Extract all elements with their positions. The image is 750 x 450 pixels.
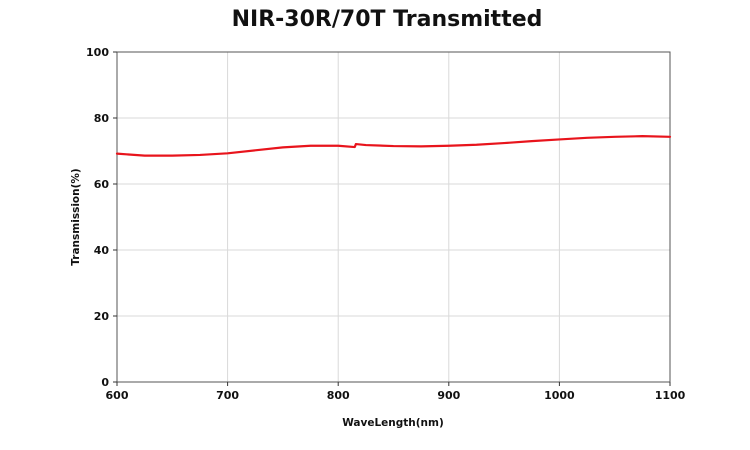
y-tick-label-4: 80 [94, 112, 110, 125]
x-tick-label-4: 1000 [544, 389, 575, 402]
y-tick-label-1: 20 [94, 310, 110, 323]
axis-ticks: 600 700 800 900 1000 1100 0 20 40 60 80 100 [86, 46, 686, 402]
x-tick-label-3: 900 [437, 389, 460, 402]
chart-title: NIR-30R/70T Transmitted [232, 7, 543, 32]
y-tick-label-2: 40 [94, 244, 110, 257]
y-tick-label-3: 60 [94, 178, 110, 191]
x-axis-label: WaveLength(nm) [342, 417, 444, 429]
y-axis-label: Transmission(%) [70, 168, 82, 265]
y-tick-label-5: 100 [86, 46, 109, 59]
x-tick-label-1: 700 [216, 389, 239, 402]
grid [117, 52, 670, 382]
plot-frame [116, 51, 671, 383]
x-tick-label-5: 1100 [655, 389, 686, 402]
series-line-0 [115, 135, 672, 157]
y-tick-label-0: 0 [101, 376, 109, 389]
x-tick-label-2: 800 [327, 389, 350, 402]
x-tick-label-0: 600 [106, 389, 129, 402]
series-layer [115, 135, 672, 157]
